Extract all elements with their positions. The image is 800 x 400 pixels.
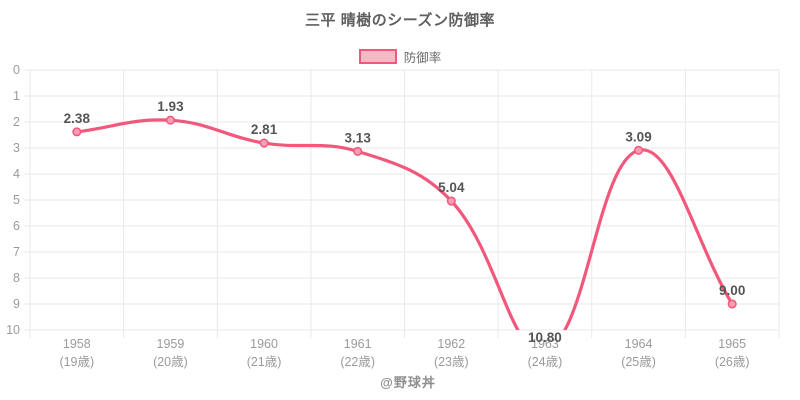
y-axis-tick-label: 6 (13, 219, 20, 233)
data-point-marker[interactable] (727, 299, 737, 309)
x-axis-age-label: (22歳) (340, 355, 375, 369)
x-axis-tick-label: 1959 (157, 337, 185, 351)
x-axis-age-label: (26歳) (715, 355, 750, 369)
x-axis-tick-label: 1961 (344, 337, 372, 351)
data-point-label: 2.38 (64, 111, 91, 126)
data-point-label: 5.04 (438, 180, 465, 195)
data-point-label: 3.09 (625, 129, 651, 144)
y-axis-tick-label: 9 (13, 297, 20, 311)
data-point-label: 9.00 (719, 283, 745, 298)
y-axis-tick-label: 2 (13, 115, 20, 129)
chart-title: 三平 晴樹のシーズン防御率 (305, 12, 495, 29)
x-axis-tick-label: 1964 (625, 337, 653, 351)
footer-credit: @野球丼 (380, 375, 436, 390)
legend-label: 防御率 (403, 51, 442, 65)
x-axis-age-label: (25歳) (621, 355, 656, 369)
data-point-marker[interactable] (634, 145, 644, 155)
data-point-label: 3.13 (345, 130, 372, 145)
y-axis-tick-label: 3 (13, 141, 20, 155)
x-axis-tick-label: 1965 (718, 337, 746, 351)
data-point-marker[interactable] (72, 127, 82, 137)
x-axis-age-label: (21歳) (247, 355, 282, 369)
x-axis-age-label: (20歳) (153, 355, 188, 369)
series-group (72, 115, 737, 330)
data-point-label: 10.80 (528, 330, 562, 345)
y-axis-tick-label: 5 (13, 193, 20, 207)
x-axis-age-label: (24歳) (528, 355, 563, 369)
data-point-marker[interactable] (446, 196, 456, 206)
data-point-label: 1.93 (157, 99, 184, 114)
x-axis-tick-label: 1962 (437, 337, 465, 351)
chart-legend[interactable]: 防御率 (0, 47, 800, 66)
data-point-marker[interactable] (259, 138, 269, 148)
x-axis-tick-label: 1960 (250, 337, 278, 351)
y-axis-tick-label: 10 (6, 323, 20, 337)
data-point-marker[interactable] (353, 146, 363, 156)
data-point-marker[interactable] (165, 115, 175, 125)
x-axis-age-label: (23歳) (434, 355, 469, 369)
x-axis-age-label: (19歳) (59, 355, 94, 369)
data-point-label: 2.81 (251, 122, 278, 137)
y-axis-tick-label: 4 (13, 167, 20, 181)
y-axis-tick-label: 7 (13, 245, 20, 259)
x-axis-tick-label: 1963 (531, 337, 559, 351)
y-axis-tick-label: 8 (13, 271, 20, 285)
legend-swatch-icon (358, 49, 397, 64)
x-axis-tick-label: 1958 (63, 337, 91, 351)
y-axis-tick-label: 1 (13, 89, 20, 103)
y-axis-tick-label: 0 (13, 63, 20, 77)
